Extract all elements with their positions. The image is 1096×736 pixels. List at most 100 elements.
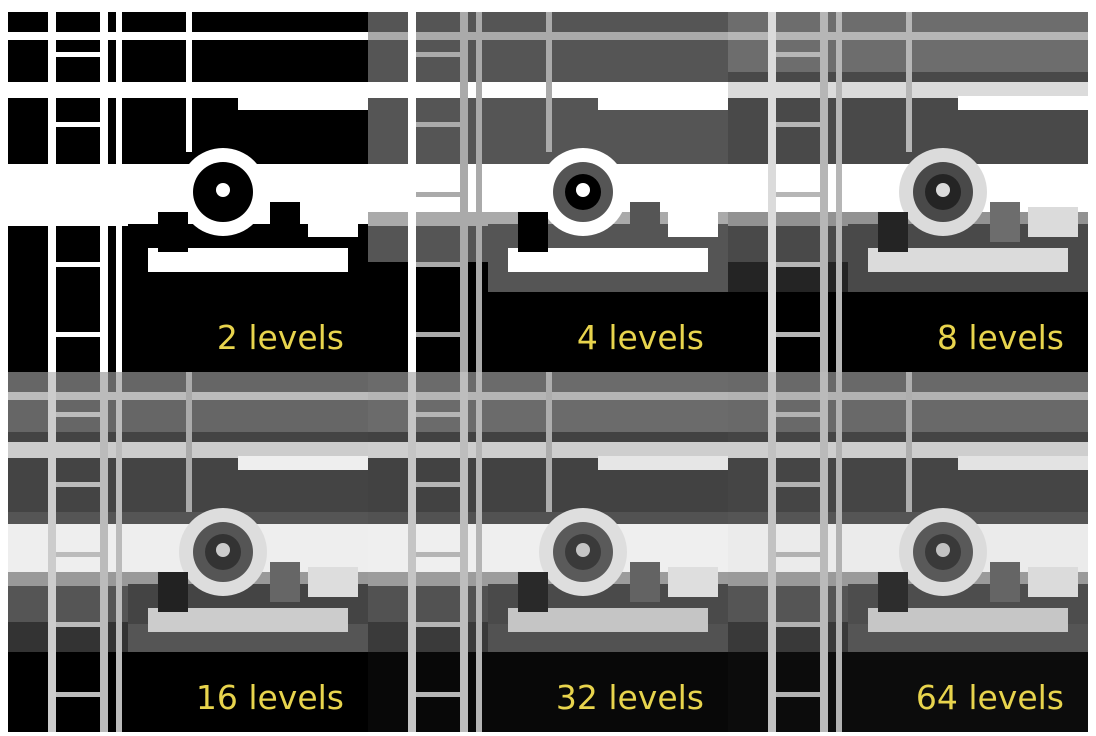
scene-shape (416, 122, 460, 127)
scene-shape (56, 192, 100, 197)
scene-shape (116, 372, 122, 732)
scene-shape (238, 456, 368, 470)
scene-shape (836, 372, 842, 732)
scene-shape (936, 543, 950, 557)
quantized-photo-32-levels (368, 372, 728, 732)
quantization-grid: 2 levels 4 levels 8 levels 16 levels 32 … (8, 12, 1088, 732)
scene-shape (776, 332, 820, 337)
scene-shape (958, 96, 1088, 110)
scene-shape (878, 572, 908, 612)
scene-shape (668, 207, 718, 237)
scene-shape (598, 456, 728, 470)
panel-64-levels: 64 levels (728, 372, 1088, 732)
scene-shape (518, 572, 548, 612)
scene-shape (598, 96, 728, 110)
scene-shape (416, 262, 460, 267)
scene-shape (518, 212, 548, 252)
panel-2-levels: 2 levels (8, 12, 368, 372)
quantized-photo-16-levels (8, 372, 368, 732)
scene-shape (48, 372, 56, 732)
scene-shape (768, 372, 776, 732)
scene-shape (958, 456, 1088, 470)
scene-shape (308, 207, 358, 237)
quantized-photo-2-levels (8, 12, 368, 372)
scene-shape (56, 262, 100, 267)
panel-8-levels: 8 levels (728, 12, 1088, 372)
scene-shape (776, 552, 820, 557)
scene-shape (460, 372, 468, 732)
scene-shape (56, 332, 100, 337)
scene-shape (270, 562, 300, 602)
scene-shape (546, 12, 552, 152)
scene-shape (416, 332, 460, 337)
scene-shape (56, 52, 100, 57)
scene-shape (776, 52, 820, 57)
panel-32-levels: 32 levels (368, 372, 728, 732)
scene-shape (768, 12, 776, 372)
scene-shape (186, 12, 192, 152)
panel-label: 8 levels (936, 318, 1064, 357)
scene-shape (476, 372, 482, 732)
scene-shape (216, 183, 230, 197)
scene-shape (668, 567, 718, 597)
scene-shape (990, 562, 1020, 602)
scene-shape (216, 543, 230, 557)
scene-shape (1028, 207, 1078, 237)
scene-shape (416, 622, 460, 627)
scene-shape (56, 552, 100, 557)
scene-shape (990, 202, 1020, 242)
scene-shape (416, 192, 460, 197)
scene-shape (776, 192, 820, 197)
scene-shape (416, 482, 460, 487)
scene-shape (408, 372, 416, 732)
scene-shape (576, 543, 590, 557)
scene-shape (546, 372, 552, 512)
panel-label: 16 levels (195, 678, 344, 717)
scene-shape (416, 552, 460, 557)
scene-shape (820, 372, 828, 732)
scene-shape (1028, 567, 1078, 597)
scene-shape (476, 12, 482, 372)
scene-shape (100, 372, 108, 732)
scene-shape (776, 622, 820, 627)
scene-shape (116, 12, 122, 372)
scene-shape (158, 212, 188, 252)
scene-shape (308, 567, 358, 597)
scene-shape (776, 482, 820, 487)
scene-shape (630, 202, 660, 242)
quantized-photo-8-levels (728, 12, 1088, 372)
scene-shape (408, 12, 416, 372)
scene-shape (878, 212, 908, 252)
scene-shape (238, 96, 368, 110)
panel-label: 64 levels (915, 678, 1064, 717)
scene-shape (906, 372, 912, 512)
panel-label: 2 levels (216, 318, 344, 357)
scene-shape (460, 12, 468, 372)
scene-shape (576, 183, 590, 197)
scene-shape (158, 572, 188, 612)
scene-shape (776, 692, 820, 697)
scene-shape (936, 183, 950, 197)
scene-shape (56, 122, 100, 127)
scene-shape (820, 12, 828, 372)
scene-shape (56, 482, 100, 487)
panel-16-levels: 16 levels (8, 372, 368, 732)
scene-shape (836, 12, 842, 372)
scene-shape (186, 372, 192, 512)
panel-label: 32 levels (555, 678, 704, 717)
scene-shape (776, 122, 820, 127)
quantized-photo-64-levels (728, 372, 1088, 732)
scene-shape (270, 202, 300, 242)
scene-shape (776, 262, 820, 267)
scene-shape (416, 412, 460, 417)
scene-shape (776, 412, 820, 417)
scene-shape (56, 622, 100, 627)
scene-shape (48, 12, 56, 372)
scene-shape (906, 12, 912, 152)
scene-shape (56, 692, 100, 697)
panel-label: 4 levels (576, 318, 704, 357)
scene-shape (416, 52, 460, 57)
scene-shape (100, 12, 108, 372)
scene-shape (630, 562, 660, 602)
panel-4-levels: 4 levels (368, 12, 728, 372)
